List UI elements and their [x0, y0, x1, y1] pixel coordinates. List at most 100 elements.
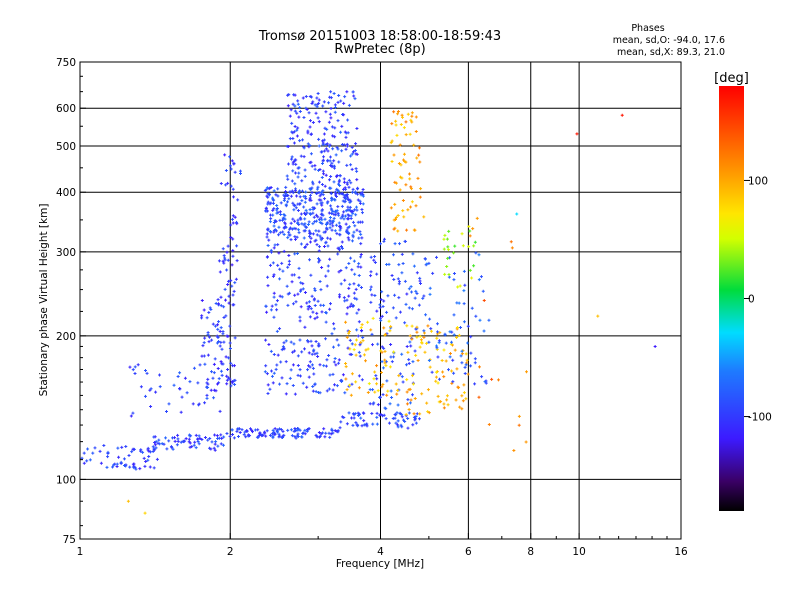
data-point — [320, 218, 324, 222]
data-point — [274, 303, 278, 307]
data-point — [342, 195, 346, 199]
data-point — [453, 244, 457, 248]
data-point — [343, 391, 347, 395]
data-point — [390, 273, 394, 277]
data-point — [276, 263, 280, 267]
data-point — [357, 236, 361, 240]
data-point — [287, 233, 291, 237]
data-point — [382, 237, 386, 241]
data-point — [466, 372, 470, 376]
data-point — [303, 325, 307, 329]
data-point — [328, 159, 332, 163]
data-point — [176, 437, 180, 441]
data-point — [149, 387, 153, 391]
data-point — [418, 345, 422, 349]
data-point — [220, 373, 224, 377]
data-point — [335, 384, 339, 388]
data-point — [278, 277, 282, 281]
data-point — [324, 110, 328, 114]
data-point — [233, 383, 237, 387]
data-point — [404, 183, 408, 187]
data-point — [296, 99, 300, 103]
data-point — [154, 390, 158, 394]
data-point — [307, 220, 311, 224]
data-point — [316, 355, 320, 359]
data-point — [328, 257, 332, 261]
data-point — [291, 383, 295, 387]
data-point — [467, 245, 471, 249]
data-point — [298, 139, 302, 143]
data-point — [355, 328, 359, 332]
data-point — [391, 417, 395, 421]
data-point — [325, 201, 329, 205]
data-point — [310, 344, 314, 348]
data-point — [340, 246, 344, 250]
data-point — [300, 350, 304, 354]
data-point — [197, 402, 201, 406]
data-point — [303, 246, 307, 250]
data-point — [322, 138, 326, 142]
data-point — [304, 197, 308, 201]
data-point — [394, 316, 398, 320]
data-point — [407, 306, 411, 310]
data-point — [446, 248, 450, 252]
data-point — [360, 378, 364, 382]
data-point — [139, 385, 143, 389]
data-point — [392, 350, 396, 354]
data-point — [310, 186, 314, 190]
data-point — [213, 324, 217, 328]
data-point — [308, 315, 312, 319]
data-point — [301, 96, 305, 100]
data-point — [266, 200, 270, 204]
data-point — [290, 179, 294, 183]
data-point — [232, 161, 236, 165]
data-point — [191, 402, 195, 406]
data-point — [348, 347, 352, 351]
data-point — [376, 389, 380, 393]
data-point — [356, 198, 360, 202]
y-tick-label: 100 — [56, 474, 76, 486]
data-point — [365, 422, 369, 426]
data-point — [329, 302, 333, 306]
data-point — [405, 228, 409, 232]
data-point — [354, 167, 358, 171]
data-point — [406, 398, 410, 402]
data-point — [451, 358, 455, 362]
x-tick-label: 8 — [527, 546, 534, 558]
data-point — [445, 264, 449, 268]
data-point — [462, 302, 466, 306]
data-point — [319, 216, 323, 220]
data-point — [302, 205, 306, 209]
data-point — [231, 237, 235, 241]
data-point — [303, 168, 307, 172]
data-point — [415, 330, 419, 334]
data-point — [442, 348, 446, 352]
data-point — [357, 273, 361, 277]
data-point — [158, 442, 162, 446]
data-point — [324, 431, 328, 435]
data-point — [381, 393, 385, 397]
data-point — [340, 191, 344, 195]
data-point — [208, 306, 212, 310]
data-point — [291, 102, 295, 106]
data-point — [294, 227, 298, 231]
data-point — [281, 230, 285, 234]
data-point — [231, 249, 235, 253]
data-point — [328, 216, 332, 220]
data-point — [428, 365, 432, 369]
data-point — [353, 224, 357, 228]
data-point — [328, 435, 332, 439]
data-point — [402, 158, 406, 162]
data-point — [428, 292, 432, 296]
data-point — [346, 346, 350, 350]
data-point — [405, 292, 409, 296]
data-point — [367, 382, 371, 386]
data-point — [133, 365, 137, 369]
data-point — [381, 304, 385, 308]
data-point — [305, 242, 309, 246]
data-point — [312, 372, 316, 376]
data-point — [472, 244, 476, 248]
data-point — [306, 427, 310, 431]
data-point — [294, 300, 298, 304]
data-point — [314, 390, 318, 394]
